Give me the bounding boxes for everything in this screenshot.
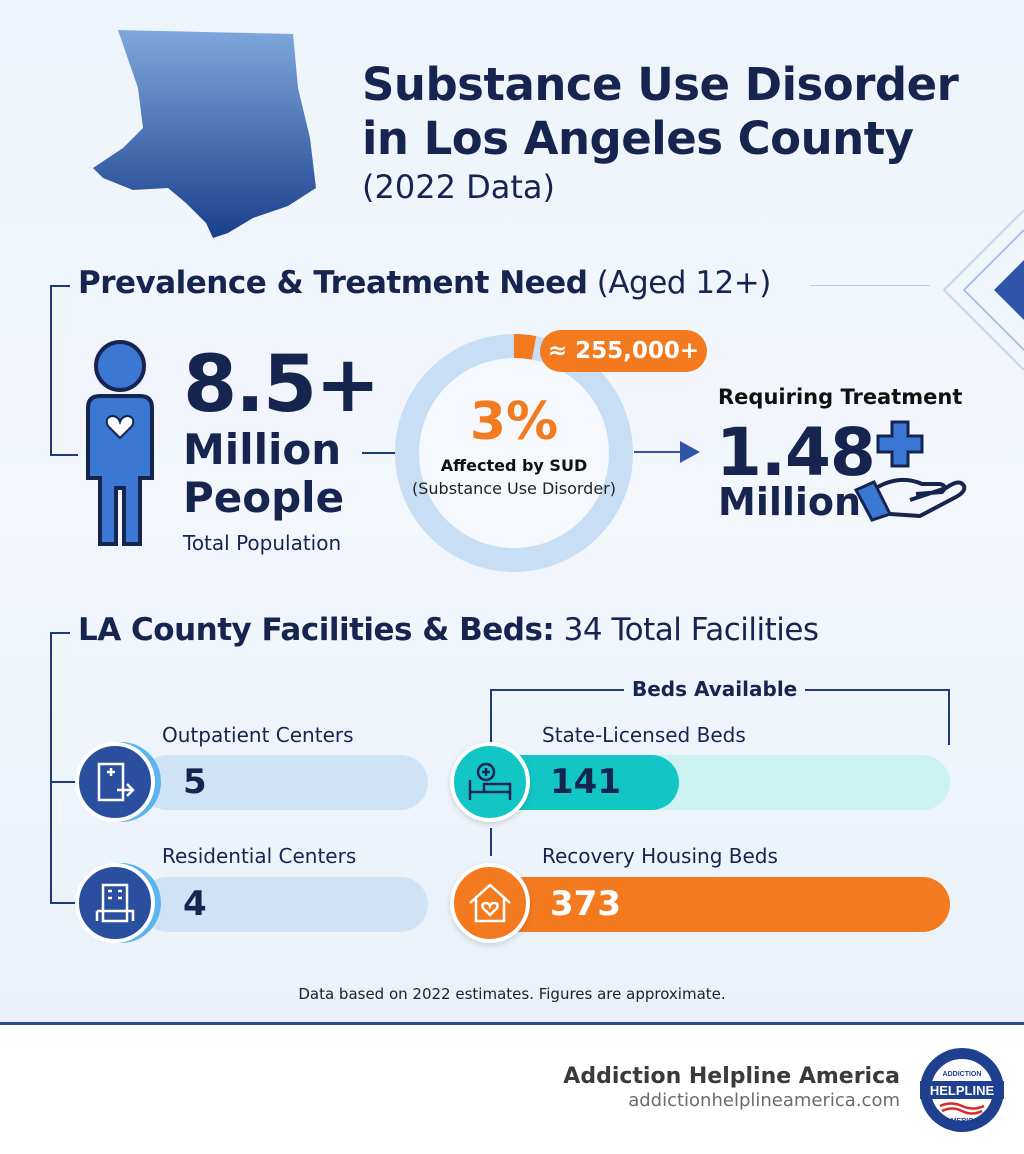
hand-medical-cross-icon [853,420,967,522]
bracket-line [50,454,78,456]
ring-track [395,334,633,572]
divider [810,285,930,286]
chevron-decoration [942,209,1024,371]
bracket-line [50,902,78,904]
treatment-unit: Million [718,480,862,524]
beds-available-header: Beds Available [624,677,806,701]
bracket-line [50,285,52,455]
person-heart-icon [86,340,154,546]
bracket-line [50,632,52,904]
residential-building-icon [75,863,155,943]
beds-bracket-line [490,828,492,856]
section-heading-facilities: LA County Facilities & Beds: 34 Total Fa… [78,612,819,648]
brand-url[interactable]: addictionhelplineamerica.com [628,1090,900,1111]
ring-affected-segment [395,334,633,572]
arrow-line [634,451,684,453]
recovery-housing-bar-fill [490,877,950,932]
hospital-bed-icon [450,742,530,822]
svg-text:ADDICTION: ADDICTION [943,1071,982,1078]
beds-bracket-line [948,689,950,745]
residential-bar [140,877,428,932]
arrow-right-icon [680,441,700,463]
recovery-housing-value: 373 [550,884,621,924]
helpline-logo: HELPLINE ADDICTION AMERICA [920,1048,1004,1132]
footer-divider [0,1022,1024,1025]
brand-name: Addiction Helpline America [563,1064,900,1089]
population-value: 8.5+ [183,340,381,430]
la-county-map [93,30,316,238]
population-unit: Million [183,425,342,474]
recovery-housing-label: Recovery Housing Beds [542,844,778,868]
beds-bracket-line [490,689,492,745]
population-label: Total Population [183,531,342,555]
house-heart-icon [450,863,530,943]
bracket-line [50,781,78,783]
affected-label: Affected by SUD [440,456,588,475]
affected-count-badge: ≈ 255,000+ [540,330,707,372]
outpatient-label: Outpatient Centers [162,723,354,747]
sud-ring-chart [395,334,633,572]
infographic-background: Substance Use Disorder in Los Angeles Co… [0,0,1024,1024]
outpatient-value: 5 [183,762,207,802]
connector-line [362,452,398,454]
treatment-label: Requiring Treatment [718,385,963,409]
footnote: Data based on 2022 estimates. Figures ar… [298,985,726,1003]
section-heading-prevalence: Prevalence & Treatment Need (Aged 12+) [78,265,771,301]
bracket-line [50,632,70,634]
page-title: Substance Use Disorder [362,58,959,111]
residential-label: Residential Centers [162,844,357,868]
svg-text:AMERICA: AMERICA [946,1118,979,1125]
page-subtitle: (2022 Data) [362,168,555,206]
page-title-line2: in Los Angeles County [362,112,914,165]
state-licensed-value: 141 [550,762,621,802]
residential-value: 4 [183,884,207,924]
treatment-value: 1.48 [716,414,876,491]
affected-sublabel: (Substance Use Disorder) [412,479,616,498]
population-unit-2: People [183,473,345,522]
outpatient-clinic-icon [75,742,155,822]
svg-text:HELPLINE: HELPLINE [930,1083,995,1098]
outpatient-bar [140,755,428,810]
bracket-line [50,285,70,287]
affected-percent: 3% [469,392,559,452]
state-licensed-label: State-Licensed Beds [542,723,746,747]
